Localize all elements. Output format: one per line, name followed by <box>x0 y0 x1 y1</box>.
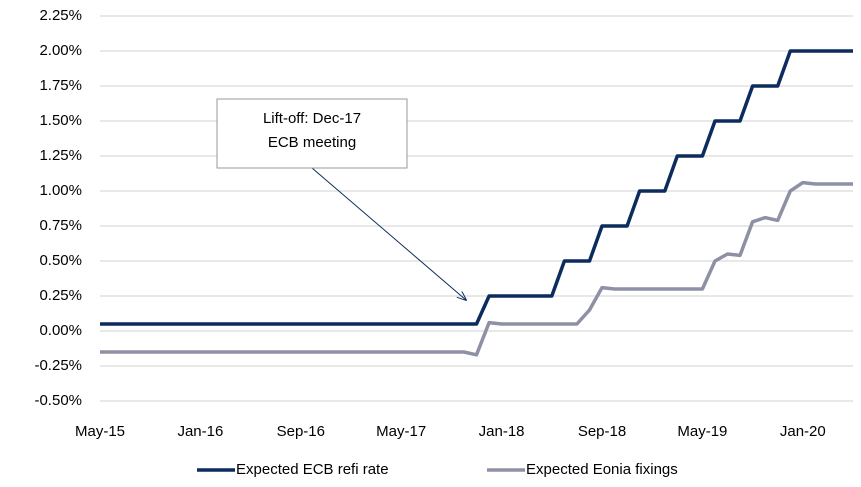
y-tick-label: 0.00% <box>39 322 82 339</box>
series-line <box>100 49 853 326</box>
y-tick-label: 0.75% <box>39 217 82 234</box>
x-tick-label: May-15 <box>75 423 125 440</box>
x-tick-label: Sep-18 <box>578 423 626 440</box>
x-tick-label: May-17 <box>376 423 426 440</box>
x-tick-label: Jan-16 <box>177 423 223 440</box>
x-tick-label: Jan-18 <box>479 423 525 440</box>
y-tick-label: -0.25% <box>34 357 82 374</box>
y-tick-label: 1.25% <box>39 147 82 164</box>
y-tick-label: 2.25% <box>39 7 82 24</box>
legend-label: Expected ECB refi rate <box>236 461 389 478</box>
series-line <box>100 180 853 357</box>
grid <box>100 15 853 402</box>
annotation-text: Lift-off: Dec-17 <box>263 110 361 127</box>
y-tick-label: 1.75% <box>39 77 82 94</box>
y-tick-label: -0.50% <box>34 392 82 409</box>
annotation-box <box>216 98 408 169</box>
y-tick-label: 2.00% <box>39 42 82 59</box>
x-tick-label: Sep-16 <box>277 423 325 440</box>
annotation: Lift-off: Dec-17 ECB meeting <box>216 98 466 300</box>
y-tick-label: 0.50% <box>39 252 82 269</box>
annotation-arrow <box>311 167 466 300</box>
y-tick-label: 1.50% <box>39 112 82 129</box>
x-tick-label: Jan-20 <box>780 423 826 440</box>
legend-label: Expected Eonia fixings <box>526 461 678 478</box>
lines <box>100 49 853 357</box>
y-tick-label: 0.25% <box>39 287 82 304</box>
annotation-text: ECB meeting <box>268 134 356 151</box>
y-tick-label: 1.00% <box>39 182 82 199</box>
x-tick-label: May-19 <box>677 423 727 440</box>
